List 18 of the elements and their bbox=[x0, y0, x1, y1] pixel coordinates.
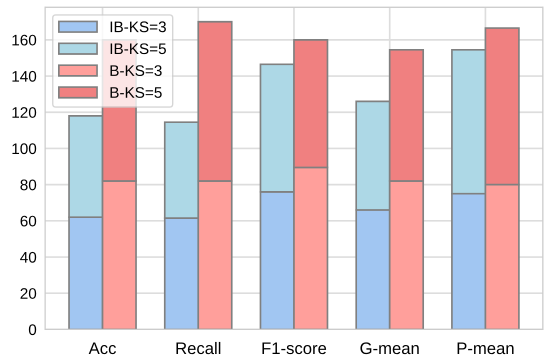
x-tick-label: Recall bbox=[176, 342, 220, 354]
y-tick-label: 40 bbox=[20, 252, 36, 263]
y-tick-label: 20 bbox=[20, 288, 36, 299]
y-tick-label: 100 bbox=[12, 143, 36, 154]
x-tick-label: Acc bbox=[88, 342, 116, 354]
y-tick-label: 120 bbox=[12, 107, 36, 118]
y-tick-label: 0 bbox=[28, 324, 36, 336]
y-tick-label: 140 bbox=[12, 70, 36, 82]
legend-label: IB-KS=3 bbox=[110, 21, 166, 32]
x-tick-label: G-mean bbox=[360, 342, 419, 354]
x-tick-label: F1-score bbox=[262, 342, 326, 354]
y-tick-label: 80 bbox=[20, 180, 36, 190]
legend-label: B-KS=5 bbox=[110, 87, 162, 98]
legend-label: IB-KS=5 bbox=[110, 43, 166, 54]
y-tick-label: 60 bbox=[20, 216, 36, 227]
x-tick-label: P-mean bbox=[458, 342, 514, 354]
legend-label: B-KS=3 bbox=[110, 65, 162, 76]
y-tick-label: 160 bbox=[12, 34, 36, 46]
